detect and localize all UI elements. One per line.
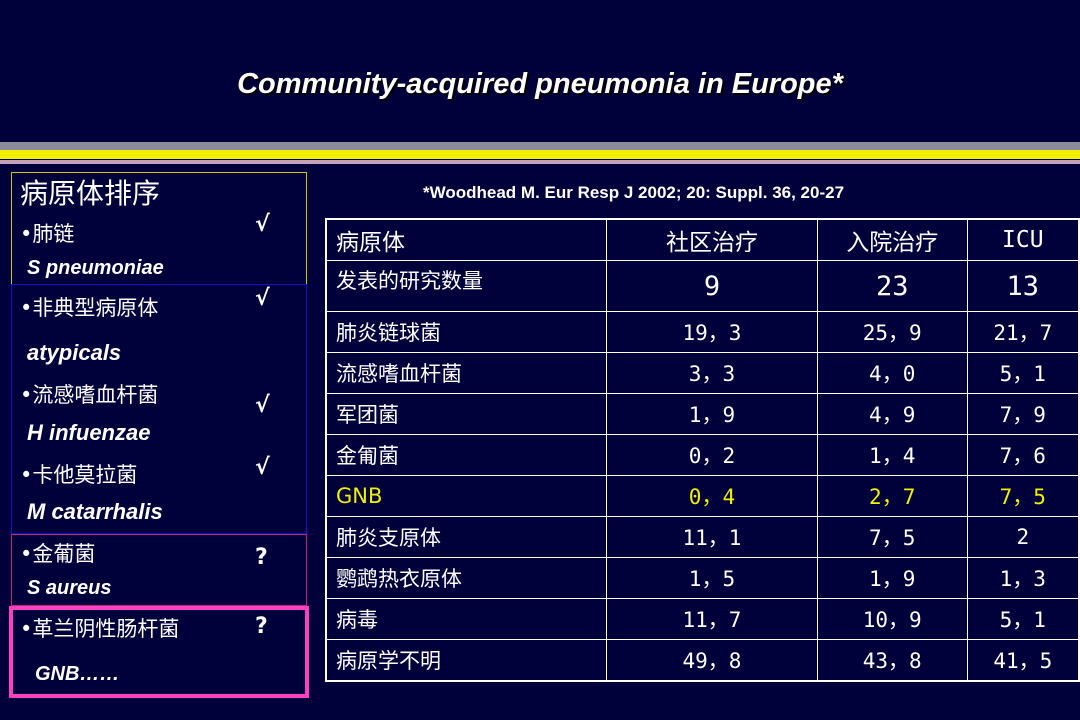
table-cell: 2，7 — [816, 475, 968, 517]
table-cell: 23 — [816, 260, 968, 312]
row-label: 军团菌 — [325, 393, 608, 435]
question-mark: ? — [255, 614, 268, 639]
table-header-row: 病原体 社区治疗 入院治疗 ICU — [325, 218, 1080, 261]
table-row: 金匍菌 0，2 1，4 7，6 — [325, 434, 1080, 476]
row-label: 肺炎支原体 — [325, 516, 608, 558]
table-cell: 1，9 — [816, 557, 968, 599]
header-cell: 病原体 — [325, 218, 608, 261]
row-label: 肺炎链球菌 — [325, 311, 608, 353]
table-cell: 10，9 — [816, 598, 968, 640]
item-en: M catarrhalis — [27, 499, 163, 524]
table-cell: 1，3 — [966, 557, 1080, 599]
table-row: 病毒 11，7 10，9 5，1 — [325, 598, 1080, 640]
table-cell: 4，0 — [816, 352, 968, 394]
table-cell: 7，5 — [816, 516, 968, 558]
table-cell: 7，5 — [966, 475, 1080, 517]
table-cell: 1，4 — [816, 434, 968, 476]
table-cell: 13 — [966, 260, 1080, 312]
group-box-4 — [11, 534, 307, 606]
table-cell: 3，3 — [606, 352, 818, 394]
group-box-2 — [11, 284, 307, 376]
item-en: GNB…… — [35, 663, 120, 685]
group-box-3 — [11, 376, 307, 534]
table-cell: 0，2 — [606, 434, 818, 476]
table-cell: 5，1 — [966, 352, 1080, 394]
table-cell: 41，5 — [966, 639, 1080, 682]
item-en: S pneumoniae — [27, 257, 164, 279]
table-cell: 43，8 — [816, 639, 968, 682]
row-label: 病原学不明 — [325, 639, 608, 682]
table-cell: 7，9 — [966, 393, 1080, 435]
ranking-heading: 病原体排序 — [20, 177, 161, 210]
item-zh: •卡他莫拉菌 — [20, 463, 138, 487]
check-mark: √ — [255, 455, 270, 480]
table-cell: 1，5 — [606, 557, 818, 599]
item-en: atypicals — [27, 340, 122, 365]
table-cell: 11，1 — [606, 516, 818, 558]
table-cell: 21，7 — [966, 311, 1080, 353]
table-row: 肺炎支原体 11，1 7，5 2 — [325, 516, 1080, 558]
table-cell: 11，7 — [606, 598, 818, 640]
row-label: 病毒 — [325, 598, 608, 640]
table-row: 流感嗜血杆菌 3，3 4，0 5，1 — [325, 352, 1080, 394]
divider-gray — [0, 142, 1080, 150]
item-en: S aureus — [27, 577, 112, 599]
check-mark: √ — [255, 393, 270, 418]
table-row: 肺炎链球菌 19，3 25，9 21，7 — [325, 311, 1080, 353]
table-cell: 25，9 — [816, 311, 968, 353]
table-cell: 4，9 — [816, 393, 968, 435]
table-cell: 0，4 — [606, 475, 818, 517]
pathogen-table: 病原体 社区治疗 入院治疗 ICU 发表的研究数量 9 23 13 肺炎链球菌 … — [325, 218, 1080, 682]
slide-title: Community-acquired pneumonia in Europe* — [237, 68, 843, 100]
table-row: 发表的研究数量 9 23 13 — [325, 260, 1080, 312]
table-cell: 49，8 — [606, 639, 818, 682]
table-row: 军团菌 1，9 4，9 7，9 — [325, 393, 1080, 435]
table-cell: 2 — [966, 516, 1080, 558]
table-row-highlighted: GNB 0，4 2，7 7，5 — [325, 475, 1080, 517]
table-row: 病原学不明 49，8 43，8 41，5 — [325, 639, 1080, 682]
row-label: 发表的研究数量 — [325, 260, 608, 312]
header-cell: 入院治疗 — [816, 218, 968, 261]
row-label: GNB — [325, 475, 608, 517]
header-cell: 社区治疗 — [606, 218, 818, 261]
question-mark: ? — [255, 545, 268, 570]
table-row: 鹦鹉热衣原体 1，5 1，9 1，3 — [325, 557, 1080, 599]
row-label: 流感嗜血杆菌 — [325, 352, 608, 394]
row-label: 鹦鹉热衣原体 — [325, 557, 608, 599]
item-en: H infuenzae — [27, 420, 151, 445]
table-cell: 5，1 — [966, 598, 1080, 640]
check-mark: √ — [255, 212, 270, 237]
divider-pink — [0, 160, 1080, 164]
reference-citation: *Woodhead M. Eur Resp J 2002; 20: Suppl.… — [423, 183, 845, 202]
item-zh: •革兰阴性肠杆菌 — [20, 617, 180, 641]
highlight-box-gnb — [9, 606, 309, 698]
check-mark: √ — [255, 286, 270, 311]
item-zh: •流感嗜血杆菌 — [20, 383, 159, 407]
table-cell: 9 — [606, 260, 818, 312]
item-zh: •金葡菌 — [20, 542, 96, 566]
row-label: 金匍菌 — [325, 434, 608, 476]
item-zh: •非典型病原体 — [20, 296, 159, 320]
table-cell: 1，9 — [606, 393, 818, 435]
group-box-1 — [11, 172, 307, 284]
table-cell: 7，6 — [966, 434, 1080, 476]
table-cell: 19，3 — [606, 311, 818, 353]
divider-yellow — [0, 150, 1080, 159]
header-cell: ICU — [966, 218, 1080, 261]
item-zh: •肺链 — [20, 222, 75, 246]
